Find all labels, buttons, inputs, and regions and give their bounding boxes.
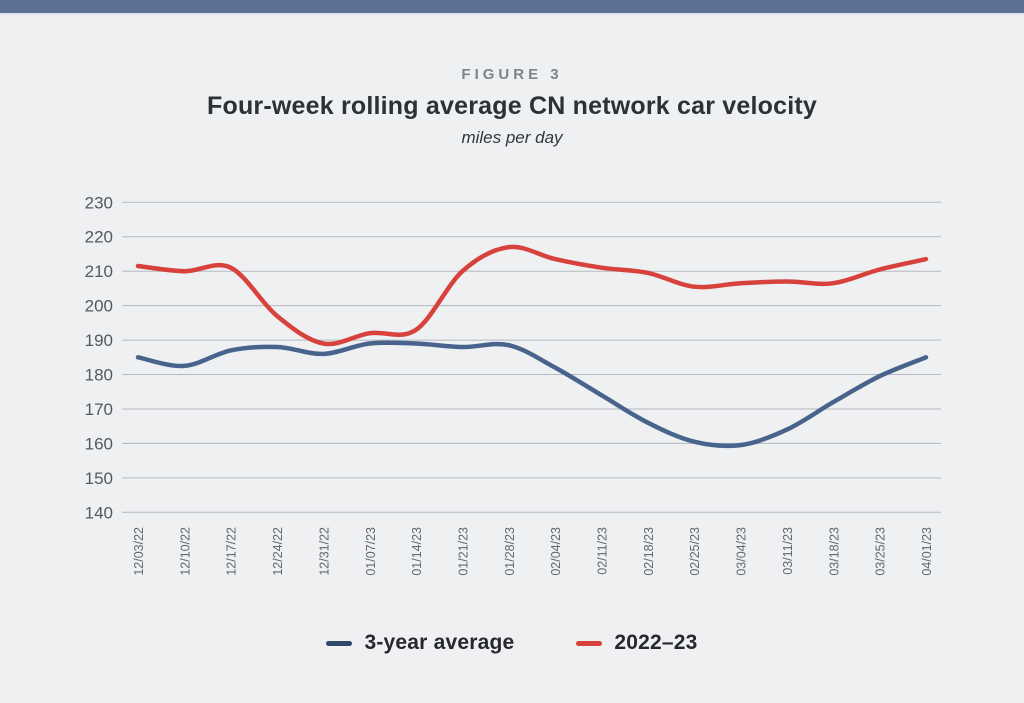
x-axis-tick-label: 12/24/22	[271, 527, 285, 576]
x-axis-tick-label: 12/31/22	[317, 527, 331, 576]
chart-title: Four-week rolling average CN network car…	[207, 92, 817, 120]
x-axis-tick-label: 03/11/23	[781, 527, 795, 575]
x-axis-tick-label: 12/17/22	[225, 527, 239, 576]
x-axis-tick-label: 04/01/23	[920, 527, 934, 576]
x-axis-tick-label: 03/25/23	[874, 527, 888, 576]
legend-label-3-year-average: 3-year average	[364, 631, 515, 654]
x-axis-tick-label: 01/14/23	[410, 527, 424, 576]
x-axis-tick-label: 03/04/23	[735, 527, 749, 576]
x-axis-tick-label: 03/18/23	[827, 527, 841, 576]
y-axis-tick-label: 150	[85, 469, 113, 488]
y-axis-tick-label: 160	[85, 434, 113, 453]
top-accent-bar-edge	[0, 13, 1024, 15]
x-axis-tick-label: 02/25/23	[688, 527, 702, 576]
x-axis-tick-label: 12/10/22	[178, 527, 192, 576]
figure-label: FIGURE 3	[461, 66, 563, 83]
y-axis-tick-label: 210	[85, 262, 113, 281]
y-axis-tick-label: 170	[85, 400, 113, 419]
series-line-3-year-average	[135, 340, 929, 449]
y-axis-tick-label: 220	[85, 228, 113, 247]
legend-label-2022-23: 2022–23	[614, 631, 698, 654]
y-axis-tick-label: 180	[85, 366, 113, 385]
y-axis-tick-label: 190	[85, 331, 113, 350]
series-line-2022-23	[135, 244, 929, 347]
x-axis-tick-label: 01/28/23	[503, 527, 517, 576]
x-axis-tick-label: 02/04/23	[549, 527, 563, 576]
legend-item-3-year-average: 3-year average	[326, 631, 514, 655]
top-accent-bar	[0, 0, 1024, 13]
chart-subtitle: miles per day	[461, 128, 563, 147]
y-axis-tick-label: 200	[85, 297, 113, 316]
legend-item-2022-23: 2022–23	[576, 631, 697, 655]
legend-dash-navy-icon	[326, 640, 353, 646]
x-axis-tick-label: 01/21/23	[456, 527, 470, 576]
x-axis-tick-label: 02/11/23	[596, 527, 610, 575]
chart-legend: 3-year average 2022–23	[0, 627, 1024, 659]
y-axis-tick-label: 230	[85, 193, 113, 212]
chart-header: FIGURE 3 Four-week rolling average CN ne…	[0, 66, 1024, 148]
legend-dash-red-icon	[576, 640, 603, 646]
x-axis-tick-label: 01/07/23	[364, 527, 378, 576]
x-axis-tick-label: 12/03/22	[132, 527, 146, 576]
y-axis-tick-label: 140	[85, 503, 113, 522]
x-axis-tick-label: 02/18/23	[642, 527, 656, 576]
